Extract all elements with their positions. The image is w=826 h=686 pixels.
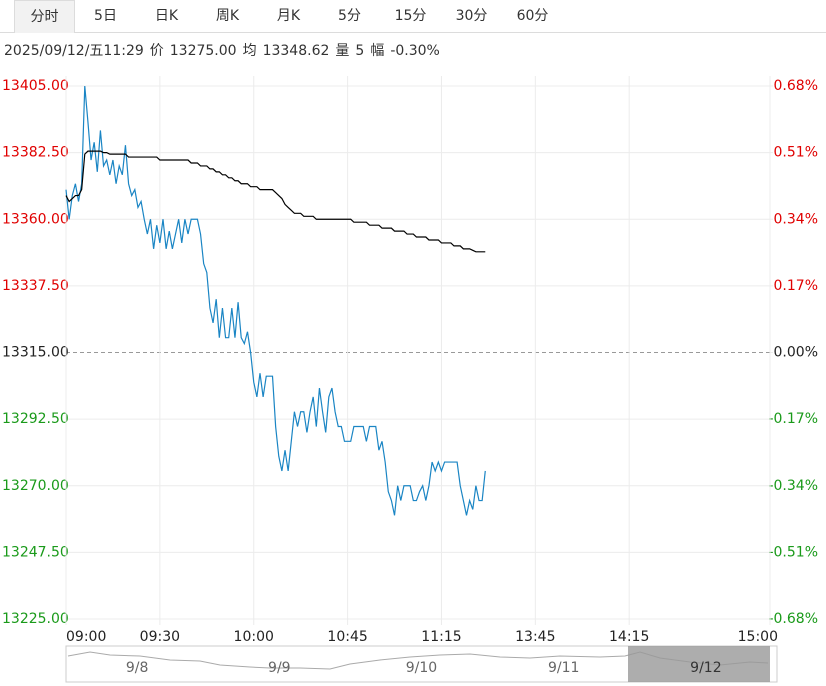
y-tick-label: 13270.00	[2, 478, 69, 494]
navigator-date: 9/10	[406, 660, 437, 676]
tab[interactable]: 月K	[276, 8, 301, 24]
y-tick-label: 13225.00	[2, 611, 69, 627]
info-value: 13275.00	[169, 43, 237, 59]
info-label: 价	[149, 43, 164, 59]
x-tick-label: 11:15	[421, 629, 461, 645]
x-tick-label: 10:45	[327, 629, 367, 645]
y2-tick-label: -0.51%	[768, 544, 818, 560]
info-bar: 2025/09/12/五11:29 价 13275.00 均 13348.62 量 5 幅 -0…	[4, 40, 446, 60]
tab[interactable]: 周K	[215, 8, 240, 24]
info-time: 2025/09/12/五11:29	[4, 43, 144, 59]
tab-bar: 分时 5日 日K 周K 月K 5分 15分 30分 60分	[0, 0, 826, 33]
y-tick-label: 13405.00	[2, 78, 69, 94]
tab[interactable]: 60分	[516, 8, 549, 24]
info-value: -0.30%	[390, 43, 440, 59]
navigator-date: 9/11	[548, 660, 579, 676]
info-value: 5	[355, 43, 365, 59]
tab[interactable]: 15分	[394, 8, 427, 24]
tab[interactable]: 日K	[154, 8, 179, 24]
series-line	[65, 85, 486, 516]
y-tick-label: 13292.50	[2, 411, 69, 427]
tab[interactable]: 5日	[94, 8, 117, 24]
x-tick-label: 09:00	[66, 629, 106, 645]
y2-tick-label: 0.17%	[774, 278, 818, 294]
info-label: 幅	[370, 43, 385, 59]
x-tick-label: 13:45	[515, 629, 555, 645]
info-value: 13348.62	[262, 43, 330, 59]
y2-tick-label: -0.34%	[768, 478, 818, 494]
y-tick-label: 13382.50	[2, 145, 69, 161]
y2-tick-label: -0.17%	[768, 411, 818, 427]
navigator-selection[interactable]	[628, 646, 770, 682]
y-tick-label: 13247.50	[2, 544, 69, 560]
x-tick-label: 15:00	[738, 629, 778, 645]
y2-tick-label: -0.68%	[768, 611, 818, 627]
x-tick-label: 14:15	[609, 629, 649, 645]
tab[interactable]: 30分	[455, 8, 488, 24]
y2-tick-label: 0.68%	[774, 78, 818, 94]
navigator-date: 9/9	[268, 660, 291, 676]
navigator-date: 9/8	[126, 660, 149, 676]
tab[interactable]: 分时	[14, 0, 75, 33]
y-tick-label: 13360.00	[2, 211, 69, 227]
series-line	[65, 150, 486, 253]
x-tick-label: 09:30	[140, 629, 180, 645]
tab[interactable]: 5分	[338, 8, 361, 24]
y2-tick-label: 0.51%	[774, 145, 818, 161]
navigator-date: 9/12	[690, 660, 721, 676]
y2-tick-label: 0.34%	[774, 211, 818, 227]
info-label: 量	[335, 43, 350, 59]
info-label: 均	[242, 43, 257, 59]
y2-tick-label: 0.00%	[774, 345, 818, 361]
x-tick-label: 10:00	[234, 629, 274, 645]
y-tick-label: 13315.00	[2, 345, 69, 361]
y-tick-label: 13337.50	[2, 278, 69, 294]
